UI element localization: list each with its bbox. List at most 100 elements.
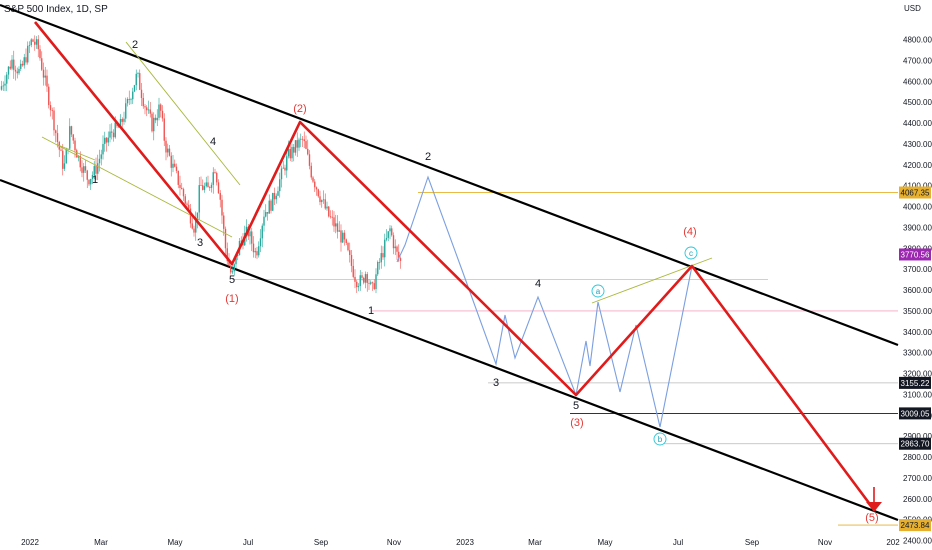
candle-body: [317, 189, 319, 197]
y-tick-label: 4700.00: [903, 56, 932, 65]
price-flag: [899, 437, 931, 450]
wave-circle: [591, 284, 605, 298]
candle-body: [202, 185, 204, 190]
trendline: [591, 257, 713, 304]
candle-body: [259, 238, 262, 247]
candle-body: [371, 282, 374, 284]
candle-body: [37, 39, 39, 50]
y-tick-label: 4100.00: [903, 182, 932, 191]
y-tick-label: 4500.00: [903, 98, 932, 107]
candle-body: [6, 74, 8, 84]
price-channel: [0, 3, 899, 522]
wave-circle-label: b: [658, 435, 663, 444]
candle-body: [165, 140, 167, 153]
price-flag: [899, 186, 931, 199]
candle-body: [282, 167, 284, 169]
candle-body: [55, 130, 57, 134]
y-tick-label: 4400.00: [903, 119, 932, 128]
candle-body: [277, 191, 279, 196]
price-flag: [899, 376, 931, 389]
candle-body: [296, 140, 298, 148]
candle-body: [193, 228, 195, 233]
candle-body: [338, 230, 340, 232]
candle-body: [252, 243, 255, 253]
wave-label: 4: [535, 278, 541, 290]
candle-body: [23, 57, 25, 66]
candle-body: [347, 242, 349, 251]
wave-labels: 2 1 4 3 5 (1) (2) 1 2 3 4 5 (3) (4) (5) a b c: [92, 39, 879, 524]
candle-body: [366, 274, 368, 283]
candle-body: [151, 113, 153, 132]
candle-body: [79, 155, 81, 168]
candle-body: [298, 139, 300, 148]
candle-body: [200, 185, 202, 186]
candle-body: [291, 146, 293, 159]
wave-circle-label: c: [689, 249, 693, 258]
candle-body: [375, 274, 377, 290]
candle-body: [49, 105, 52, 111]
y-tick-label: 4300.00: [903, 140, 932, 149]
candle-body: [310, 165, 312, 178]
candle-body: [249, 231, 251, 237]
candle-body: [53, 110, 55, 131]
candle-body: [109, 131, 111, 138]
candle-body: [174, 163, 176, 167]
candle-body: [391, 228, 393, 236]
candle-body: [207, 182, 209, 188]
candle-body: [279, 179, 281, 192]
candle-body: [161, 110, 164, 119]
candlestick-series: [0, 35, 402, 294]
candle-body: [196, 212, 199, 221]
price-flag: [899, 248, 931, 261]
candle-body: [396, 246, 398, 252]
candle-body: [205, 182, 207, 187]
subwave-projection: [396, 175, 693, 428]
candle-body: [182, 189, 185, 197]
chart-title: S&P 500 Index, 1D, SP: [4, 4, 108, 15]
x-tick-label: May: [597, 538, 612, 547]
candle-body: [322, 199, 325, 201]
price-flag-label: 3770.56: [901, 250, 930, 259]
candle-body: [125, 103, 127, 119]
candle-body: [331, 216, 333, 218]
candle-body: [111, 131, 113, 133]
candle-body: [350, 255, 353, 266]
candle-body: [212, 172, 214, 185]
candle-body: [363, 277, 365, 283]
candle-body: [48, 86, 50, 106]
x-tick-label: Mar: [94, 538, 108, 547]
candle-body: [172, 163, 174, 168]
y-tick-label: 2600.00: [903, 495, 932, 504]
candle-body: [389, 228, 391, 232]
y-tick-label: 3500.00: [903, 307, 932, 316]
wave-label: 1: [92, 174, 98, 186]
candle-body: [380, 253, 382, 263]
candle-body: [97, 163, 99, 174]
candle-body: [18, 68, 20, 74]
x-tick-label: Sep: [314, 538, 329, 547]
candle-body: [275, 195, 277, 200]
projected-subwave-path: [396, 175, 693, 428]
candle-body: [179, 184, 181, 188]
candle-body: [258, 246, 260, 256]
candle-body: [228, 261, 230, 266]
candle-body: [44, 75, 46, 78]
wave-label: 5: [573, 400, 579, 412]
wave-label: (2): [293, 103, 306, 115]
candle-body: [359, 275, 361, 287]
candle-body: [130, 99, 132, 101]
price-flag-label: 2863.70: [901, 440, 930, 449]
x-tick-label: Jul: [673, 538, 683, 547]
candle-body: [245, 226, 248, 233]
candle-body: [189, 208, 192, 224]
candle-body: [140, 89, 143, 98]
candle-body: [14, 69, 17, 72]
candle-body: [268, 200, 270, 214]
candle-body: [289, 149, 291, 159]
candle-body: [156, 117, 158, 121]
candle-body: [378, 262, 381, 263]
candle-body: [368, 282, 370, 284]
wave-label: (1): [225, 293, 238, 305]
x-tick-label: May: [167, 538, 182, 547]
